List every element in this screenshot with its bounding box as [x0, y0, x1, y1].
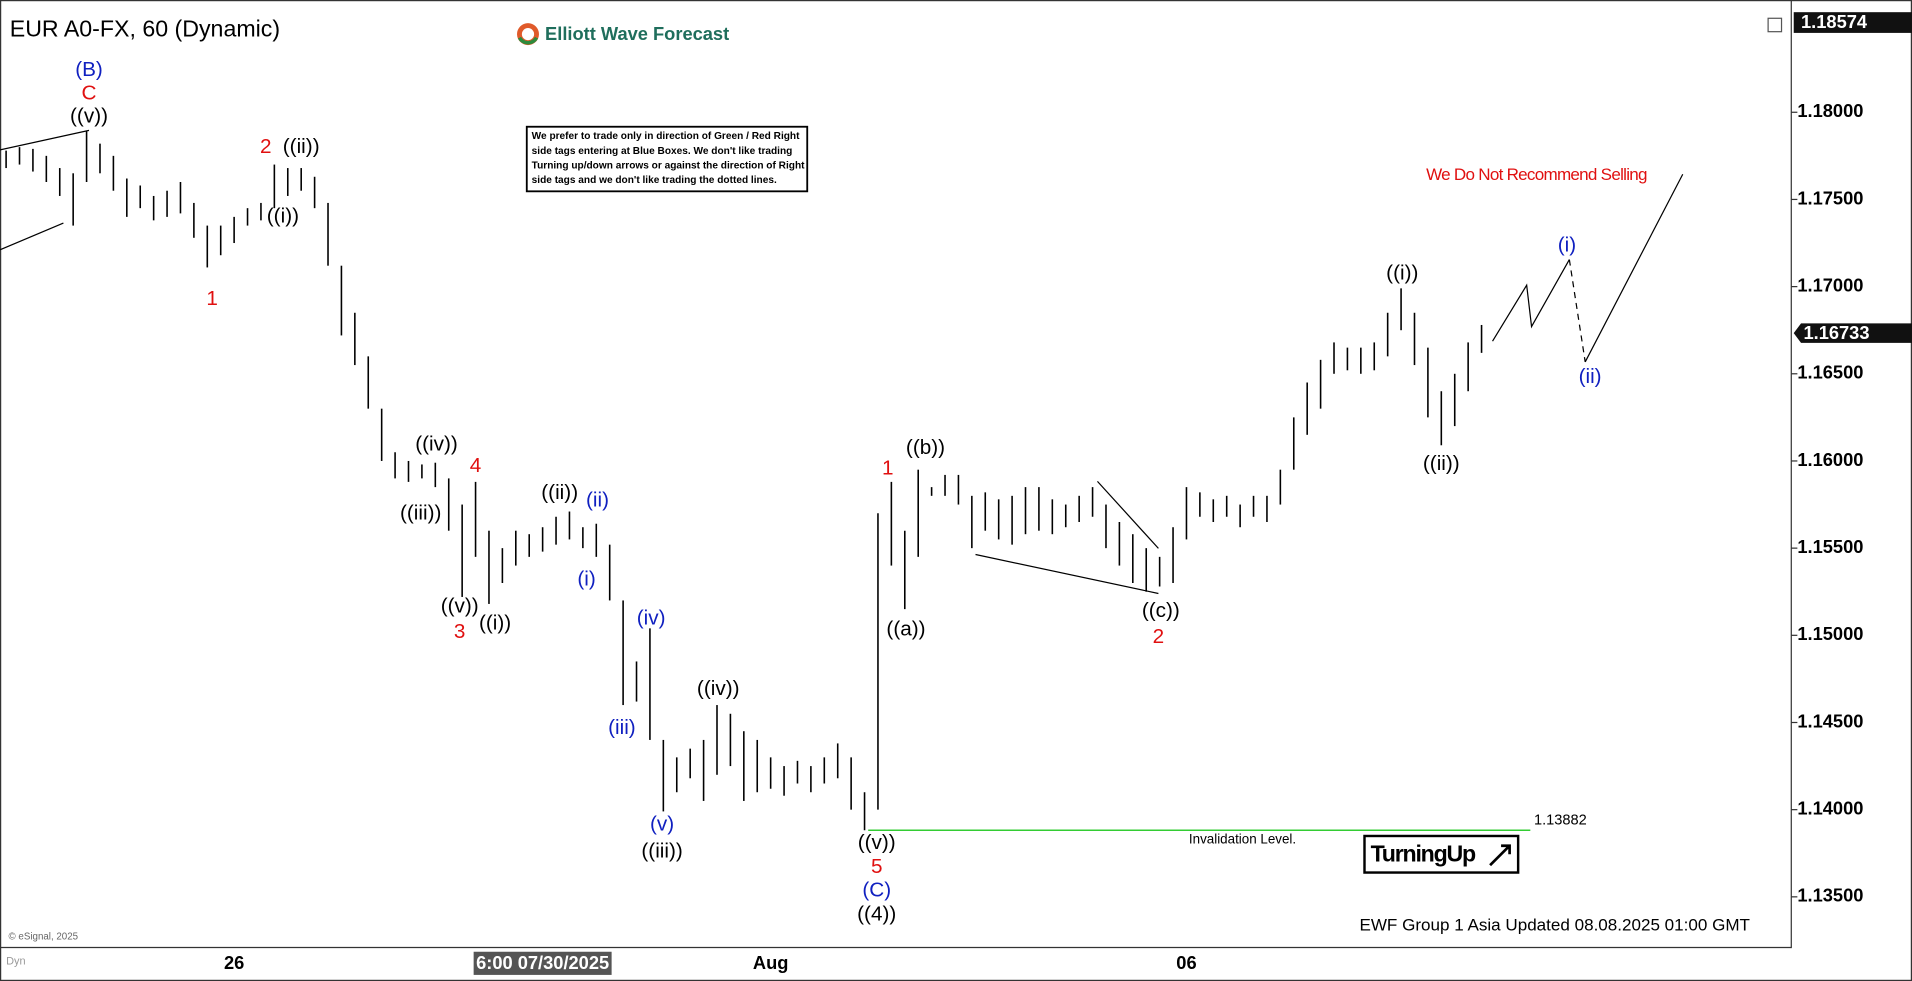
- window-icon[interactable]: [1767, 17, 1783, 33]
- wave-label: 2: [1153, 625, 1165, 648]
- wave-label: ((ii)): [283, 135, 320, 158]
- footer: EWF Group 1 Asia Updated 08.08.2025 01:0…: [1359, 916, 1750, 935]
- warning-text: We Do Not Recommend Selling: [1426, 165, 1647, 184]
- y-tick-label: 1.16000: [1797, 449, 1863, 470]
- wave-label: (i): [1558, 234, 1576, 257]
- x-tick-label: Aug: [753, 952, 789, 973]
- top-price-label: 1.18574: [1801, 11, 1868, 32]
- wedge-line: [975, 553, 1159, 595]
- wave-label: ((v)): [441, 594, 479, 617]
- wave-label: ((iv)): [415, 432, 458, 455]
- wave-label: ((4)): [857, 903, 896, 926]
- brand-name: Elliott Wave Forecast: [545, 23, 729, 44]
- note-line: side tags and we don't like trading the …: [532, 175, 777, 186]
- x-tick-label: 06: [1176, 952, 1196, 973]
- wave-label: ((ii)): [541, 481, 578, 504]
- wave-label: ((i)): [267, 204, 299, 227]
- y-tick-label: 1.17000: [1797, 274, 1863, 295]
- note-line: Turning up/down arrows or against the di…: [532, 160, 805, 171]
- projection-line: [1584, 173, 1684, 363]
- last-price-box: [1793, 323, 1912, 343]
- note-box: [525, 125, 809, 193]
- wave-label: (B): [75, 58, 103, 81]
- wave-label: ((iii)): [400, 502, 441, 525]
- wave-label: (iii): [608, 716, 636, 739]
- wave-label: (ii): [586, 488, 609, 511]
- wave-label: ((iv)): [697, 677, 740, 700]
- last-price-label: 1.16733: [1803, 322, 1869, 343]
- projection-line: [1492, 259, 1570, 342]
- wave-label: 4: [470, 454, 482, 477]
- badge-box: [1363, 834, 1520, 874]
- wave-label: 2: [260, 135, 272, 158]
- wave-label: (C): [862, 878, 891, 901]
- y-tick-label: 1.14500: [1797, 710, 1863, 731]
- wave-label: (ii): [1579, 365, 1602, 388]
- wave-label: ((i)): [479, 611, 511, 634]
- y-tick-label: 1.15000: [1797, 623, 1863, 644]
- wave-label: 3: [454, 620, 466, 643]
- wave-label: 1: [206, 287, 218, 310]
- pattern-lines: [0, 129, 1684, 595]
- wedge-line: [0, 222, 64, 251]
- wedge-line: [1096, 480, 1159, 549]
- wave-label: (iv): [637, 607, 666, 630]
- wave-label: ((b)): [906, 436, 945, 459]
- badge-arrow: [1489, 844, 1511, 867]
- y-tick-label: 1.15500: [1797, 536, 1863, 557]
- note-line: side tags entering at Blue Boxes. We don…: [532, 146, 793, 157]
- corner-label: Dyn: [6, 955, 26, 967]
- invalidation-value: 1.13882: [1534, 812, 1587, 828]
- chart-title: EUR A0-FX, 60 (Dynamic): [10, 16, 280, 42]
- badge-text: TurningUp: [1371, 841, 1476, 867]
- y-tick-label: 1.16500: [1797, 362, 1863, 383]
- brand-logo-inner: [521, 28, 535, 41]
- x-tick-label: 6:00 07/30/2025: [476, 952, 609, 973]
- x-cursor-box: [473, 951, 612, 975]
- price-bars: [5, 131, 1483, 831]
- wave-label: ((v)): [70, 104, 108, 127]
- wave-label: 1: [882, 457, 894, 480]
- invalidation-text: Invalidation Level.: [1189, 832, 1296, 847]
- wave-label: 5: [871, 855, 883, 878]
- y-tick-label: 1.14000: [1797, 797, 1863, 818]
- note-line: We prefer to trade only in direction of …: [532, 131, 800, 142]
- wedge-line: [0, 129, 90, 151]
- wave-label: ((c)): [1142, 599, 1180, 622]
- wave-label: ((a)): [886, 618, 925, 641]
- wave-label: ((v)): [858, 831, 896, 854]
- y-tick-label: 1.18000: [1797, 100, 1863, 121]
- top-price-box: [1793, 12, 1912, 33]
- wave-label: ((iii)): [641, 839, 682, 862]
- x-tick-label: 26: [224, 952, 244, 973]
- wave-label: (i): [577, 568, 595, 591]
- y-tick-label: 1.17500: [1797, 187, 1863, 208]
- wave-label: (v): [650, 812, 674, 835]
- wave-label: C: [82, 81, 97, 104]
- y-tick-label: 1.13500: [1797, 885, 1863, 906]
- copyright: © eSignal, 2025: [9, 932, 79, 943]
- wave-label: ((ii)): [1423, 452, 1460, 475]
- wave-label: ((i)): [1386, 262, 1418, 285]
- brand-logo-arc: [517, 36, 539, 45]
